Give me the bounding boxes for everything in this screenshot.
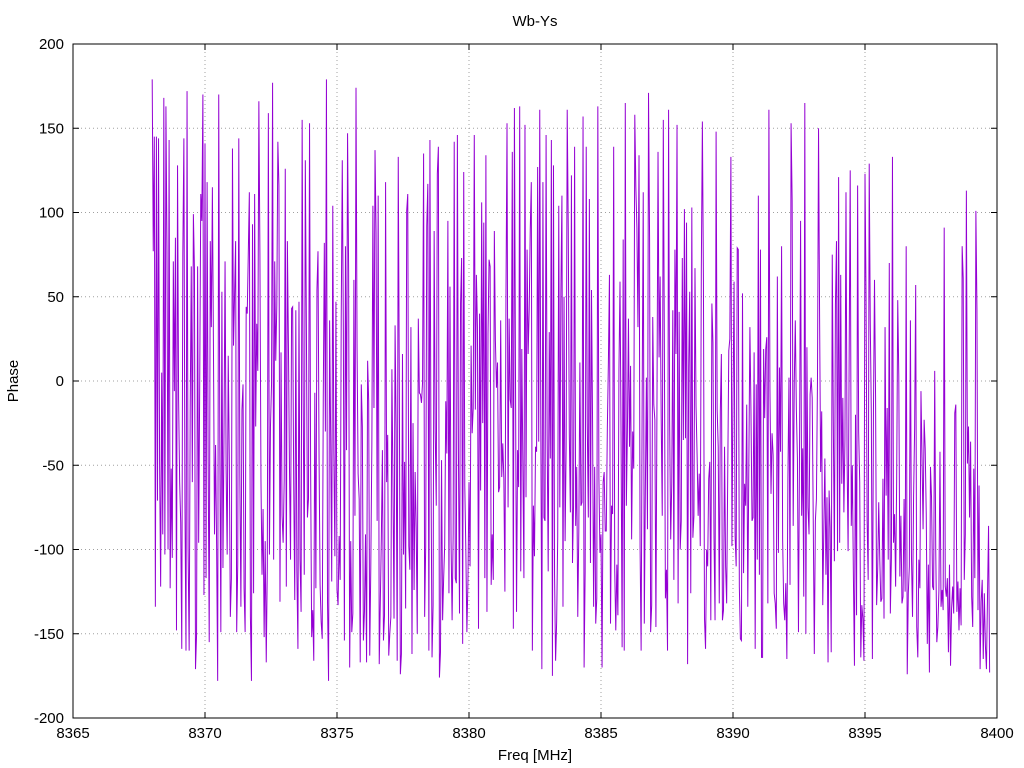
y-tick-label: 200 — [39, 36, 64, 53]
x-tick-label: 8365 — [56, 725, 89, 742]
y-tick-label: -200 — [34, 710, 64, 727]
x-tick-label: 8395 — [848, 725, 881, 742]
y-tick-label: -100 — [34, 542, 64, 559]
y-tick-label: -150 — [34, 626, 64, 643]
x-tick-label: 8370 — [188, 725, 221, 742]
x-tick-label: 8400 — [980, 725, 1013, 742]
x-tick-label: 8390 — [716, 725, 749, 742]
series-layer — [151, 79, 991, 681]
x-tick-label: 8375 — [320, 725, 353, 742]
y-tick-label: 100 — [39, 205, 64, 222]
y-tick-label: 0 — [56, 373, 64, 390]
y-tick-label: 50 — [47, 289, 64, 306]
ticks: 8365 8370 8375 8380 8385 8390 8395 8400 -200 -150… — [34, 36, 1014, 742]
x-axis-title: Freq [MHz] — [498, 747, 572, 764]
y-tick-label: 150 — [39, 120, 64, 137]
chart-title: Wb-Ys — [513, 13, 558, 30]
x-tick-label: 8385 — [584, 725, 617, 742]
y-tick-label: -50 — [42, 457, 64, 474]
series-line-0 — [151, 79, 991, 681]
x-tick-label: 8380 — [452, 725, 485, 742]
y-axis-title: Phase — [5, 360, 22, 403]
